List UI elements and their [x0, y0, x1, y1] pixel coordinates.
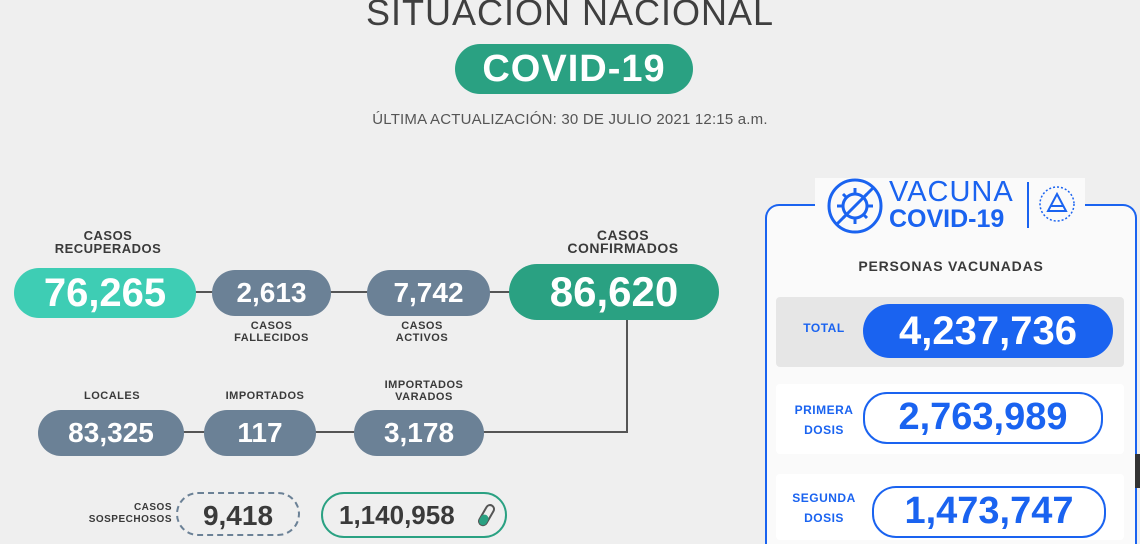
last-updated: ÚLTIMA ACTUALIZACIÓN: 30 DE JULIO 2021 1…	[372, 111, 768, 128]
fallecidos-value: 2,613	[212, 270, 331, 316]
pruebas-pill: 1,140,958	[321, 492, 507, 538]
sospechosos-value: 9,418	[176, 492, 300, 536]
sospechosos-label: CASOS SOSPECHOSOS	[88, 502, 172, 525]
confirmados-value: 86,620	[509, 264, 719, 320]
vacuna-logo: VACUNA COVID-19	[815, 176, 1085, 234]
fallecidos-label: CASOS FALLECIDOS	[234, 320, 309, 344]
recuperados-value: 76,265	[14, 268, 196, 318]
locales-label: LOCALES	[83, 390, 141, 402]
primera-value: 2,763,989	[863, 392, 1103, 444]
recuperados-label: CASOS RECUPERADOS	[54, 228, 162, 256]
pruebas-value: 1,140,958	[339, 500, 455, 530]
confirmados-label: CASOS CONFIRMADOS	[567, 227, 679, 256]
virus-icon	[825, 178, 885, 239]
primera-label: PRIMERA DOSIS	[794, 403, 854, 437]
vacuna-logo-line-1: VACUNA	[889, 176, 1014, 208]
connector-line	[626, 318, 628, 431]
covid-badge: COVID-19	[455, 44, 693, 94]
segunda-value: 1,473,747	[872, 486, 1106, 538]
total-value: 4,237,736	[863, 304, 1113, 358]
test-tube-icon	[473, 501, 499, 536]
scrollbar[interactable]	[1135, 454, 1140, 488]
varados-label: IMPORTADOS VARADOS	[384, 379, 464, 403]
connector-line	[190, 291, 520, 293]
importados-label: IMPORTADOS	[225, 390, 305, 402]
logo-divider	[1027, 182, 1029, 228]
vacunados-heading: PERSONAS VACUNADAS	[858, 258, 1044, 274]
locales-value: 83,325	[38, 410, 184, 456]
coat-of-arms-icon	[1037, 184, 1077, 229]
total-label: TOTAL	[803, 321, 845, 335]
vacuna-logo-line-2: COVID-19	[889, 205, 1005, 233]
importados-value: 117	[204, 410, 316, 456]
varados-value: 3,178	[354, 410, 484, 456]
activos-label: CASOS ACTIVOS	[395, 320, 449, 344]
page-title: SITUACIÓN NACIONAL	[365, 0, 775, 33]
activos-value: 7,742	[367, 270, 490, 316]
segunda-label: SEGUNDA DOSIS	[792, 491, 856, 525]
